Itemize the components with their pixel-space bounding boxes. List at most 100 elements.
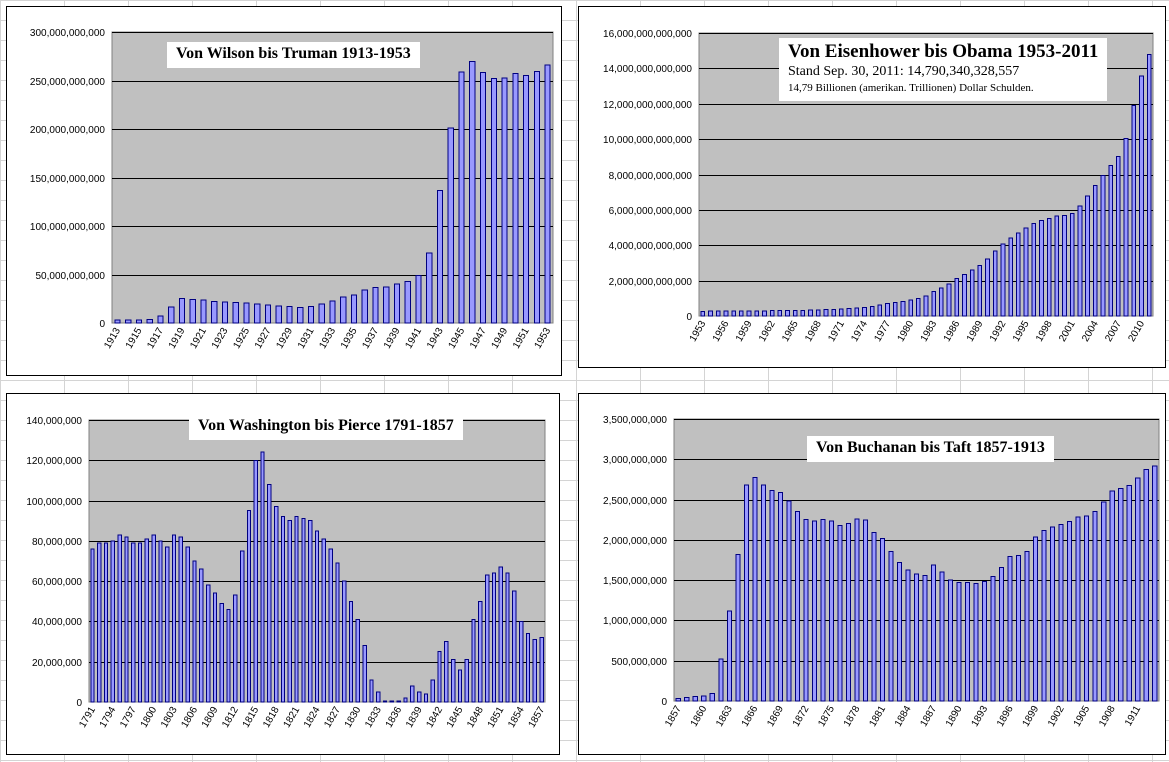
- bar-1897: [1016, 555, 1022, 702]
- chart-panel-buchanan-taft[interactable]: 0 500,000,000 1,000,000,000 1,500,000,000 2,…: [578, 393, 1166, 755]
- bar-1900: [1041, 529, 1047, 702]
- bar-1794: [110, 540, 115, 703]
- y-tick-label: 0: [76, 698, 82, 709]
- bar-1857: [539, 637, 544, 703]
- bar-1811: [226, 608, 231, 703]
- bar-1972: [846, 307, 852, 317]
- bar-1849: [485, 574, 490, 703]
- bar-1871: [794, 510, 800, 702]
- bar-1876: [837, 524, 843, 702]
- bar-1798: [137, 542, 143, 703]
- bar-1896: [1007, 556, 1013, 702]
- x-tick-label: 1809: [200, 705, 221, 730]
- bar-1859: [692, 695, 698, 702]
- y-tick-label: 2,000,000,000,000: [609, 277, 693, 288]
- y-tick-label: 3,000,000,000: [603, 455, 667, 466]
- chart-panel-eisenhower-obama[interactable]: 0 2,000,000,000,000 4,000,000,000,000 6,000…: [578, 6, 1166, 368]
- bar-1995: [1023, 227, 1029, 317]
- bar-1885: [914, 573, 920, 702]
- x-tick-label: 1971: [826, 319, 847, 344]
- chart-panel-washington-pierce[interactable]: 0 20,000,000 40,000,000 60,000,000 80,000,00…: [6, 393, 560, 755]
- bar-1981: [916, 297, 921, 317]
- x-tick-label: 2010: [1126, 319, 1147, 344]
- y-tick-label: 0: [686, 312, 692, 323]
- y-tick-label: 140,000,000: [26, 416, 82, 427]
- bar-1800: [151, 534, 156, 703]
- bar-1879: [862, 519, 868, 702]
- x-tick-label: 1857: [527, 705, 548, 730]
- x-tick-label: 1917: [145, 326, 166, 351]
- x-tick-label: 1830: [343, 705, 364, 730]
- bar-1990: [985, 258, 990, 317]
- bar-1986: [954, 277, 960, 317]
- bar-1929: [286, 306, 293, 324]
- bar-1946: [469, 61, 476, 324]
- x-tick-label: 1911: [1123, 704, 1143, 729]
- x-tick-label: 1949: [490, 326, 511, 351]
- y-tick-label: 300,000,000,000: [30, 28, 106, 39]
- x-tick-label: 1980: [896, 319, 917, 344]
- y-tick-label: 120,000,000: [26, 456, 82, 467]
- bar-1985: [946, 283, 952, 317]
- bar-1848: [478, 600, 483, 703]
- x-tick-label: 1872: [791, 704, 812, 729]
- chart-title-box: Von Buchanan bis Taft 1857-1913: [807, 436, 1054, 462]
- bar-1832: [369, 679, 374, 703]
- bar-1974: [862, 307, 867, 317]
- bar-1828: [342, 580, 347, 703]
- bar-1883: [896, 561, 902, 702]
- bar-1853: [512, 590, 517, 703]
- chart-panel-wilson-truman[interactable]: 0 50,000,000,000 100,000,000,000 150,000,00…: [6, 6, 562, 376]
- bar-1911: [1135, 477, 1141, 702]
- x-tick-label: 1818: [261, 705, 282, 730]
- x-tick-label: 1913: [102, 326, 123, 351]
- bar-1967: [808, 309, 813, 317]
- x-tick-label: 1995: [1011, 319, 1032, 344]
- bar-1901: [1050, 526, 1056, 702]
- bar-1796: [124, 536, 129, 703]
- bar-1806: [192, 560, 197, 703]
- x-tick-label: 1925: [231, 326, 252, 351]
- bar-1809: [212, 592, 218, 703]
- bar-1991: [992, 250, 998, 317]
- x-tick-label: 1845: [445, 705, 466, 730]
- bar-1881: [879, 537, 885, 702]
- x-tick-label: 1890: [944, 704, 965, 729]
- x-tick-label: 1863: [714, 704, 735, 729]
- y-tick-label: 1,500,000,000: [603, 576, 667, 587]
- y-tick-label: 100,000,000,000: [30, 222, 106, 233]
- bar-1795: [117, 534, 122, 703]
- bar-1887: [931, 564, 937, 702]
- bar-1968: [815, 309, 821, 317]
- bar-1937: [372, 287, 379, 324]
- bar-1803: [171, 534, 177, 703]
- bar-1894: [990, 575, 996, 702]
- chart-title: Von Washington bis Pierce 1791-1857: [198, 417, 454, 434]
- bar-1993: [1008, 237, 1013, 317]
- bar-1953: [544, 64, 551, 324]
- y-tick-label: 2,500,000,000: [603, 496, 667, 507]
- bar-1889: [948, 579, 954, 702]
- bar-1821: [294, 516, 299, 703]
- bar-chart-wilson-truman: 0 50,000,000,000 100,000,000,000 150,000,00…: [30, 28, 554, 351]
- y-tick-label: 150,000,000,000: [30, 174, 106, 185]
- bar-1978: [892, 301, 898, 317]
- bar-1801: [158, 540, 163, 703]
- bar-1882: [888, 551, 894, 702]
- bar-1976: [877, 304, 883, 317]
- bar-1823: [308, 520, 313, 703]
- y-tick-label: 500,000,000: [611, 657, 667, 668]
- bar-1846: [464, 659, 469, 703]
- bar-1812: [233, 594, 238, 703]
- bar-1824: [314, 530, 320, 703]
- bar-1992: [1000, 243, 1006, 317]
- bar-1829: [348, 600, 354, 703]
- bar-1909: [1118, 487, 1124, 702]
- bar-2000: [1062, 215, 1067, 317]
- y-tick-label: 100,000,000: [26, 497, 82, 508]
- x-tick-label: 1956: [711, 319, 732, 344]
- bar-1854: [519, 620, 524, 703]
- bar-1902: [1058, 524, 1064, 702]
- bar-2006: [1108, 165, 1113, 317]
- y-tick-label: 50,000,000,000: [35, 271, 105, 282]
